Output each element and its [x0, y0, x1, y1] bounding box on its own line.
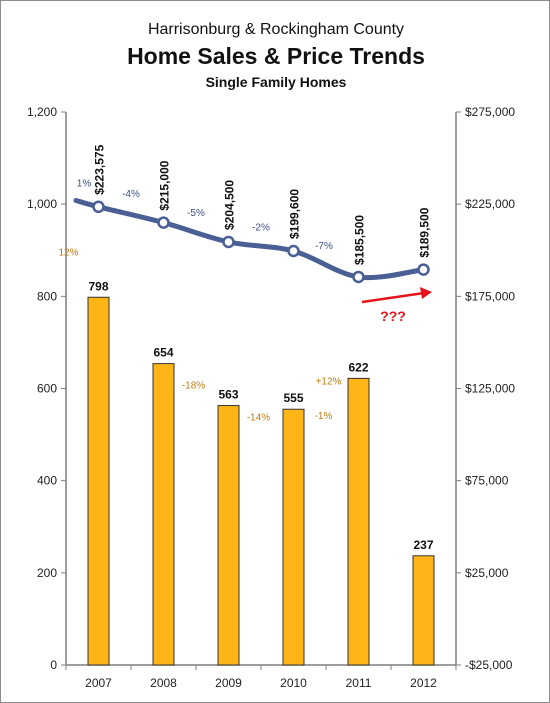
price-point — [352, 270, 365, 284]
left-tick-label: 400 — [37, 474, 57, 488]
x-tick-label: 2012 — [410, 676, 437, 690]
chart-supertitle: Harrisonburg & Rockingham County — [147, 21, 405, 38]
right-tick-label: $275,000 — [465, 105, 515, 119]
price-value-label: $215,000 — [158, 160, 172, 210]
trend-arrow-line — [361, 291, 425, 304]
left-tick-label: 800 — [37, 289, 57, 303]
bar-change-label: -14% — [247, 413, 270, 424]
right-tick-label: $125,000 — [465, 382, 515, 396]
left-tick-label: 0 — [50, 658, 57, 672]
x-tick-label: 2008 — [150, 676, 177, 690]
bars-group — [87, 296, 435, 666]
left-tick-label: 200 — [37, 566, 57, 580]
bar-change-label: +12% — [316, 376, 342, 387]
trend-arrow-head — [420, 287, 432, 299]
x-tick-label: 2011 — [346, 676, 372, 690]
labels-group: 798 654 563 555 622 237 12% -18% -14% -1% +12% $223… — [58, 144, 433, 551]
bar — [412, 555, 435, 666]
left-tick-label: 1,200 — [27, 105, 57, 119]
chart-subtitle: Single Family Homes — [205, 74, 347, 90]
price-change-label: 1% — [77, 178, 92, 189]
price-point — [92, 200, 105, 214]
price-value-label: $185,500 — [353, 215, 367, 265]
bar — [347, 377, 370, 666]
bar-change-label: -1% — [315, 411, 333, 422]
left-tick-label: 600 — [37, 382, 57, 396]
bar-value-label: 555 — [283, 391, 303, 405]
right-tick-label: $175,000 — [465, 289, 515, 303]
price-value-label: $223,575 — [93, 144, 107, 194]
right-tick-label: $25,000 — [465, 566, 509, 580]
right-tick-label: -$25,000 — [465, 658, 513, 672]
bar-value-label: 563 — [218, 388, 238, 402]
right-tick-label: $225,000 — [465, 197, 515, 211]
price-point — [417, 263, 430, 276]
price-change-label: -5% — [187, 208, 205, 219]
price-change-label: -4% — [122, 189, 140, 200]
axes-group: 0 200 400 600 800 1,000 1,200 -$25,000 $25,000 $7… — [27, 105, 515, 690]
bar-value-label: 237 — [413, 538, 433, 552]
price-value-label: $199,600 — [288, 189, 302, 239]
trend-question-label: ??? — [380, 308, 406, 324]
price-point — [222, 235, 235, 249]
bar — [282, 408, 305, 666]
x-tick-label: 2010 — [280, 676, 307, 690]
price-line — [73, 197, 426, 281]
price-line-group — [73, 197, 430, 284]
bar-value-label: 622 — [348, 360, 368, 374]
price-change-label: -7% — [315, 241, 333, 252]
bar — [152, 363, 175, 666]
bar-value-label: 798 — [88, 279, 108, 293]
price-change-label: -2% — [252, 223, 270, 234]
bar-value-label: 654 — [153, 346, 173, 360]
bar — [87, 296, 110, 666]
right-tick-label: $75,000 — [465, 474, 509, 488]
left-tick-label: 1,000 — [27, 197, 57, 211]
bar-change-label: 12% — [58, 247, 78, 258]
price-point — [287, 244, 300, 258]
price-value-label: $189,500 — [418, 207, 432, 257]
price-value-label: $204,500 — [223, 180, 237, 230]
bar-change-label: -18% — [182, 381, 205, 392]
x-tick-label: 2009 — [215, 676, 242, 690]
chart-title: Home Sales & Price Trends — [127, 43, 425, 69]
price-point — [157, 216, 170, 229]
x-tick-label: 2007 — [85, 676, 112, 690]
bar — [217, 405, 240, 666]
